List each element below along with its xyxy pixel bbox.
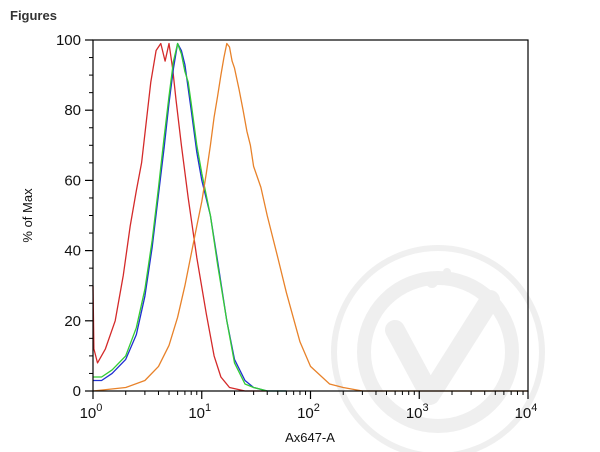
- y-tick-label: 0: [73, 383, 81, 400]
- x-tick-label: 102: [297, 402, 320, 422]
- y-tick-label: 20: [64, 313, 81, 330]
- y-tick-label: 80: [64, 102, 81, 119]
- x-axis-label: Ax647-A: [285, 430, 335, 445]
- series-line-3: [93, 42, 287, 392]
- y-tick-label: 100: [56, 32, 81, 49]
- x-tick-label: 104: [515, 402, 538, 422]
- y-axis: 0 20 40 60 80 100: [56, 32, 93, 400]
- series-line-4: [92, 42, 528, 392]
- y-tick-label: 60: [64, 172, 81, 189]
- figures-heading: Figures: [10, 8, 57, 23]
- y-tick-label: 40: [64, 243, 81, 260]
- series-layer: [92, 42, 528, 392]
- watermark-logo: [331, 245, 545, 452]
- series-line-1: [92, 42, 268, 392]
- x-tick-label: 101: [188, 402, 211, 422]
- x-tick-label: 103: [406, 402, 429, 422]
- x-axis: 100 101 102 103 104: [80, 391, 538, 422]
- y-axis-label: % of Max: [20, 188, 35, 243]
- x-tick-label: 100: [80, 402, 103, 422]
